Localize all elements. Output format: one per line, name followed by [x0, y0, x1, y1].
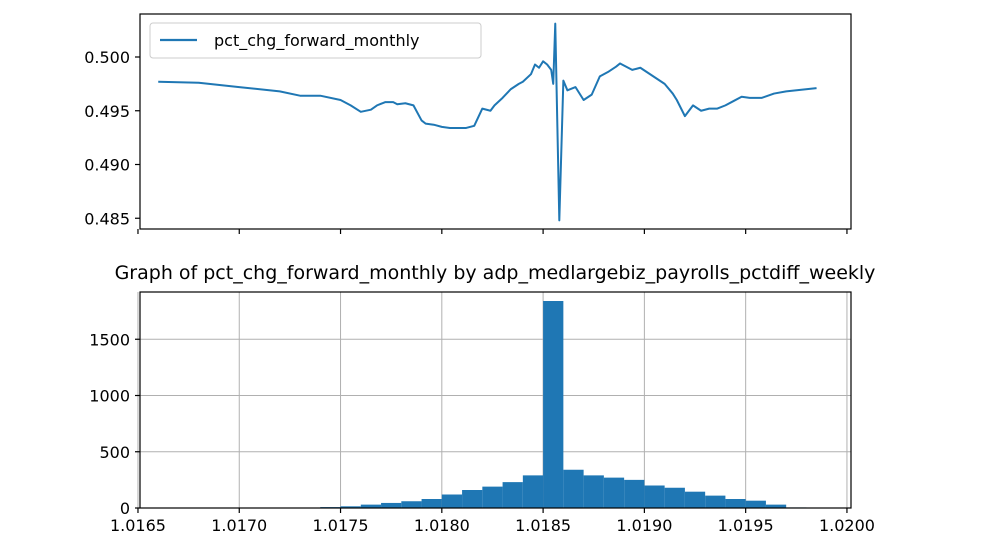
- histogram-bar-13: [583, 475, 604, 508]
- bottom-x-tick-label-3: 1.0180: [414, 516, 470, 535]
- histogram-bar-5: [421, 499, 442, 508]
- legend: pct_chg_forward_monthly: [149, 22, 482, 59]
- bottom-x-tick-label-0: 1.0165: [110, 516, 166, 535]
- histogram-bar-12: [563, 469, 584, 508]
- bottom-x-tick-label-4: 1.0185: [515, 516, 571, 535]
- line-chart: 0.485 0.490 0.495 0.500 pct_chg_forward_mon…: [84, 13, 852, 234]
- histogram-bar-1: [340, 506, 361, 508]
- legend-box: [149, 22, 482, 59]
- top-x-ticks: [137, 229, 848, 234]
- histogram-bar-11: [543, 301, 564, 508]
- histogram-bars: [320, 301, 807, 508]
- bottom-y-tick-label-0: 0: [120, 499, 130, 518]
- top-y-tick-label-3: 0.500: [84, 48, 130, 67]
- top-y-ticks: 0.485 0.490 0.495 0.500: [84, 48, 140, 228]
- histogram-bar-22: [765, 504, 787, 508]
- bottom-y-tick-label-2: 1000: [89, 387, 130, 406]
- histogram-bar-21: [745, 500, 766, 508]
- histogram-bar-15: [624, 479, 645, 508]
- histogram-bar-20: [725, 499, 746, 508]
- bottom-x-tick-label-6: 1.0195: [718, 516, 774, 535]
- histogram-chart: Graph of pct_chg_forward_monthly by adp_…: [89, 262, 875, 535]
- histogram-title: Graph of pct_chg_forward_monthly by adp_…: [115, 262, 876, 284]
- top-plot-frame: [139, 13, 852, 230]
- bottom-x-tick-label-7: 1.0200: [819, 516, 875, 535]
- histogram-bar-4: [401, 501, 422, 508]
- top-y-tick-label-0: 0.485: [84, 209, 130, 228]
- bottom-x-ticks: 1.0165 1.0170 1.0175 1.0180 1.0185 1.0190 1.01…: [110, 508, 875, 535]
- histogram-bar-2: [360, 504, 382, 508]
- histogram-bar-16: [644, 485, 665, 508]
- legend-label-pct-chg-forward-monthly: pct_chg_forward_monthly: [214, 31, 420, 51]
- histogram-bar-7: [462, 490, 483, 508]
- bottom-y-ticks: 0 500 1000 1500: [89, 330, 140, 518]
- histogram-bar-6: [441, 494, 463, 508]
- histogram-bar-18: [684, 491, 706, 508]
- histogram-bar-14: [603, 477, 625, 508]
- series-line-pct-chg-forward-monthly: [158, 22, 817, 222]
- bottom-y-tick-label-1: 500: [99, 443, 130, 462]
- bottom-x-tick-label-5: 1.0190: [616, 516, 672, 535]
- bottom-plot-frame: [139, 291, 852, 509]
- histogram-bar-10: [522, 475, 544, 508]
- bottom-y-tick-label-3: 1500: [89, 330, 130, 349]
- top-y-tick-label-2: 0.495: [84, 102, 130, 121]
- histogram-bar-8: [482, 486, 503, 508]
- histogram-bar-19: [705, 495, 726, 508]
- histogram-bar-17: [664, 487, 685, 508]
- bottom-x-tick-label-2: 1.0175: [313, 516, 369, 535]
- bottom-x-tick-label-1: 1.0170: [211, 516, 267, 535]
- histogram-bar-3: [381, 502, 402, 508]
- histogram-bar-9: [502, 482, 523, 508]
- top-y-tick-label-1: 0.490: [84, 156, 130, 175]
